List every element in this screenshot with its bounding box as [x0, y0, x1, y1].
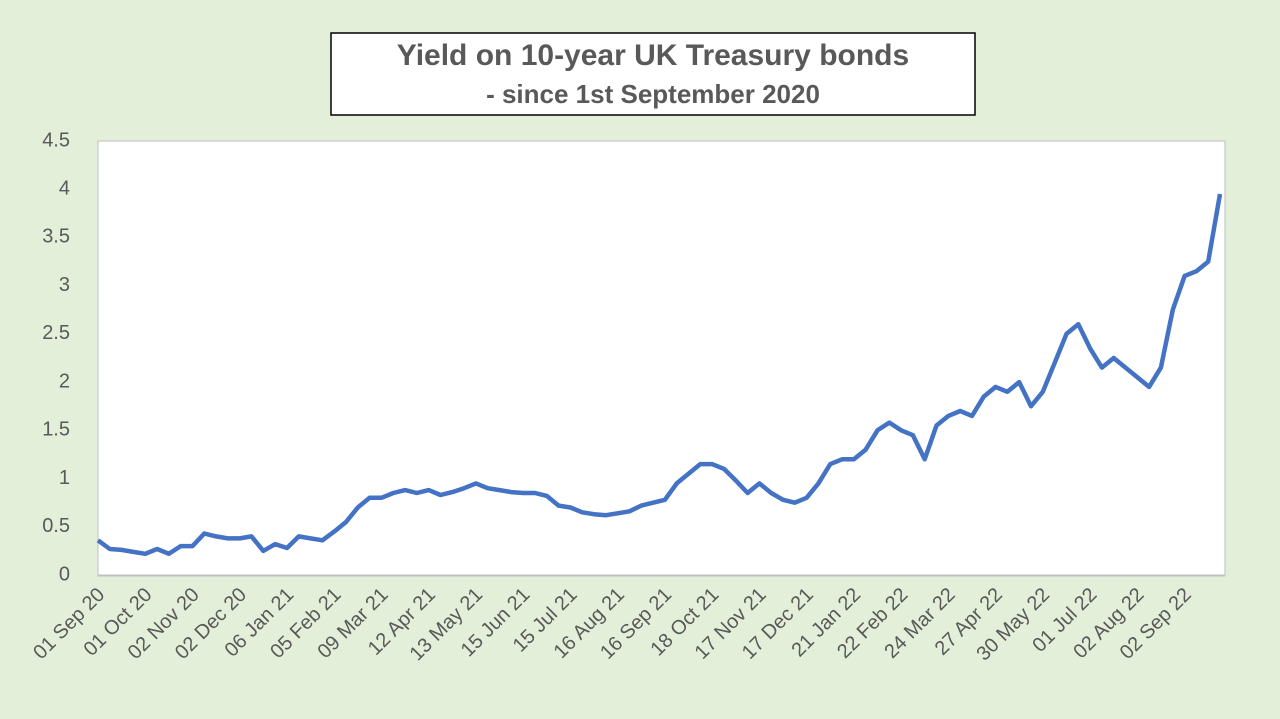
chart-subtitle: - since 1st September 2020	[486, 79, 820, 109]
chart-title: Yield on 10-year UK Treasury bonds	[397, 39, 909, 72]
plot-area	[97, 140, 1226, 577]
y-tick-label: 1.5	[42, 419, 70, 441]
y-tick-label: 2	[59, 370, 70, 392]
title-box	[330, 32, 976, 116]
y-tick-label: 0	[59, 563, 70, 585]
y-tick-label: 3.5	[42, 226, 70, 248]
y-tick-label: 0.5	[42, 515, 70, 537]
y-tick-label: 1	[59, 467, 70, 489]
y-tick-label: 2.5	[42, 322, 70, 344]
y-tick-label: 4.5	[42, 129, 70, 151]
series-line	[96, 193, 1223, 557]
y-tick-label: 3	[59, 274, 70, 296]
y-tick-label: 4	[59, 178, 70, 200]
